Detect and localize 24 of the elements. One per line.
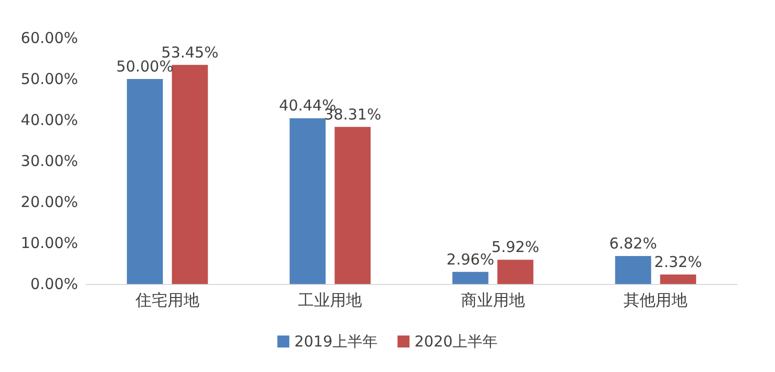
bar <box>497 260 534 284</box>
bar <box>334 126 371 284</box>
data-label: 5.92% <box>492 238 540 256</box>
bar <box>660 274 696 284</box>
y-tick-label: 60.00% <box>20 29 78 47</box>
bar <box>615 256 652 284</box>
x-tick-label: 住宅用地 <box>134 290 200 310</box>
y-tick-label: 30.00% <box>20 152 78 170</box>
bar <box>172 64 208 284</box>
y-tick-label: 0.00% <box>30 275 78 293</box>
y-tick-label: 40.00% <box>20 111 78 129</box>
data-label: 6.82% <box>609 234 657 253</box>
y-tick-label: 10.00% <box>20 234 78 252</box>
x-tick-label: 其他用地 <box>624 290 688 310</box>
bar <box>290 118 326 284</box>
x-tick-label: 商业用地 <box>460 290 525 310</box>
bar <box>126 79 163 284</box>
y-tick-label: 50.00% <box>20 70 78 88</box>
x-tick-label: 工业用地 <box>298 290 362 310</box>
bar <box>452 272 488 284</box>
legend-label: 2020上半年 <box>414 332 498 350</box>
data-label: 2.32% <box>654 252 702 271</box>
legend-label: 2019上半年 <box>294 332 378 350</box>
y-tick-label: 20.00% <box>20 193 78 211</box>
